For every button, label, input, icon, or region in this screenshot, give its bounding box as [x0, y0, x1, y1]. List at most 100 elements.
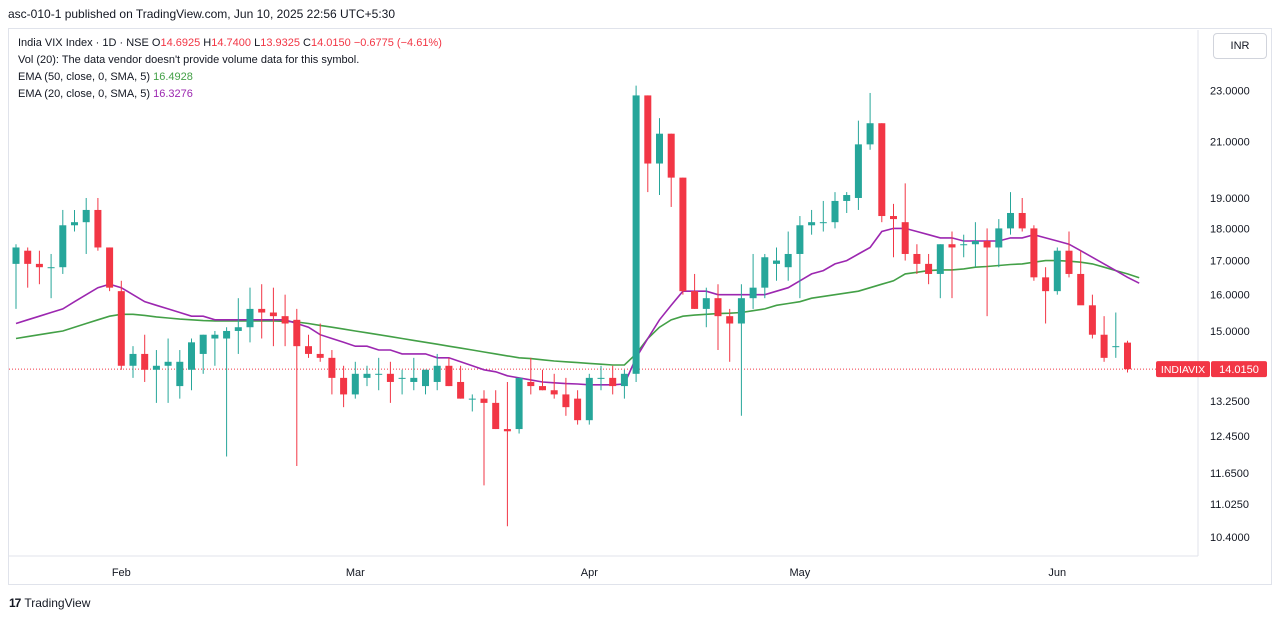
candle-body — [960, 244, 968, 246]
y-tick-label: 23.0000 — [1210, 86, 1250, 98]
candle-body — [726, 316, 734, 324]
high-value: 14.7400 — [211, 37, 252, 49]
candle-body — [913, 253, 921, 264]
y-tick-label: 10.4000 — [1210, 532, 1250, 544]
y-tick-label: 12.4500 — [1210, 431, 1250, 443]
candle-body — [890, 216, 897, 220]
candle-body — [667, 133, 675, 178]
y-tick-label: 17.0000 — [1210, 256, 1250, 268]
candle-body — [281, 316, 289, 324]
close-label: C — [303, 37, 311, 49]
candle-body — [223, 330, 231, 339]
change-value: −0.6775 (−4.61%) — [353, 37, 442, 49]
candle-body — [632, 95, 640, 374]
candle-body — [539, 386, 546, 391]
candle-body — [445, 365, 453, 387]
x-tick-label: Feb — [112, 567, 131, 579]
candle-body — [971, 241, 979, 245]
candle-body — [948, 244, 956, 248]
chart-frame — [8, 28, 1272, 585]
candle-body — [59, 225, 67, 268]
ema20-row[interactable]: EMA (20, close, 0, SMA, 5) 16.3276 — [18, 86, 442, 103]
open-label: O — [151, 37, 161, 49]
candle-body — [749, 287, 757, 299]
candle-body — [995, 228, 1003, 248]
candle-body — [819, 222, 827, 224]
y-tick-label: 13.2500 — [1210, 396, 1250, 408]
y-tick-label: 18.0000 — [1210, 223, 1250, 235]
candle-body — [854, 144, 862, 198]
x-tick-label: Mar — [346, 567, 365, 579]
candle-body — [269, 312, 277, 317]
candle-body — [480, 398, 488, 403]
candle-body — [878, 123, 886, 217]
candle-body — [761, 257, 769, 288]
candle-body — [129, 353, 137, 366]
candle-body — [1088, 305, 1096, 335]
last-price-tag — [1211, 361, 1267, 378]
open-value: 14.6925 — [160, 37, 201, 49]
candle-body — [527, 381, 535, 387]
tradingview-logo-icon: 17 — [9, 596, 21, 610]
candle-body — [351, 373, 359, 395]
ema20-value: 16.3276 — [153, 88, 193, 100]
candle-body — [691, 291, 699, 309]
footer-brand[interactable]: 17 TradingView — [9, 596, 90, 610]
close-value: 14.0150 — [310, 37, 351, 49]
candle-body — [305, 346, 312, 354]
candle-body — [316, 353, 324, 358]
candle-body — [328, 357, 336, 378]
candle-body — [246, 308, 254, 328]
candle-body — [199, 334, 207, 354]
candle-body — [1077, 273, 1085, 306]
candle-body — [386, 373, 394, 382]
high-label: H — [203, 37, 212, 49]
candle-body — [24, 250, 32, 264]
candle-body — [679, 177, 687, 292]
candle-body — [410, 377, 418, 382]
published-line: asc-010-1 published on TradingView.com, … — [8, 7, 396, 21]
chart-legend: India VIX Index · 1D · NSE O14.6925 H14.… — [18, 35, 442, 103]
candle-body — [983, 241, 991, 248]
candle-body — [843, 195, 851, 201]
volume-row[interactable]: Vol (20): The data vendor doesn't provid… — [18, 54, 360, 66]
symbol-price-tag-label: INDIAVIX — [1161, 364, 1205, 376]
candle-body — [1042, 277, 1050, 292]
candle-body — [152, 365, 160, 370]
candle-body — [398, 377, 406, 379]
candle-body — [1007, 212, 1014, 229]
brand-name: TradingView — [24, 596, 91, 610]
ema50-line — [15, 259, 1140, 366]
candle-body — [433, 365, 441, 382]
candle-body — [925, 263, 933, 274]
x-tick-label: May — [790, 567, 811, 579]
candle-body — [574, 398, 582, 421]
candle-body — [1124, 342, 1131, 370]
candle-body — [234, 327, 242, 331]
ema50-row[interactable]: EMA (50, close, 0, SMA, 5) 16.4928 — [18, 69, 442, 86]
ema20-line — [15, 227, 1140, 386]
candle-body — [597, 377, 605, 379]
low-value: 13.9325 — [260, 37, 300, 49]
candle-body — [936, 244, 944, 274]
candle-body — [784, 253, 792, 268]
candle-body — [468, 398, 476, 400]
y-tick-label: 11.6500 — [1210, 468, 1249, 480]
y-tick-label: 21.0000 — [1210, 137, 1250, 149]
candle-body — [1100, 334, 1108, 358]
candle-body — [35, 263, 43, 268]
currency-button[interactable]: INR — [1213, 33, 1267, 59]
candle-body — [831, 200, 839, 223]
candle-body — [1112, 346, 1120, 348]
ema50-value: 16.4928 — [153, 71, 193, 83]
candle-body — [714, 298, 722, 317]
x-tick-label: Apr — [581, 567, 598, 579]
candle-body — [258, 308, 266, 313]
symbol-label[interactable]: India VIX Index · 1D · NSE — [18, 37, 149, 49]
ema20-label: EMA (20, close, 0, SMA, 5) — [18, 88, 151, 100]
candle-body — [515, 377, 523, 430]
candle-body — [363, 373, 371, 378]
candle-body — [422, 369, 429, 387]
candle-body — [901, 222, 909, 254]
